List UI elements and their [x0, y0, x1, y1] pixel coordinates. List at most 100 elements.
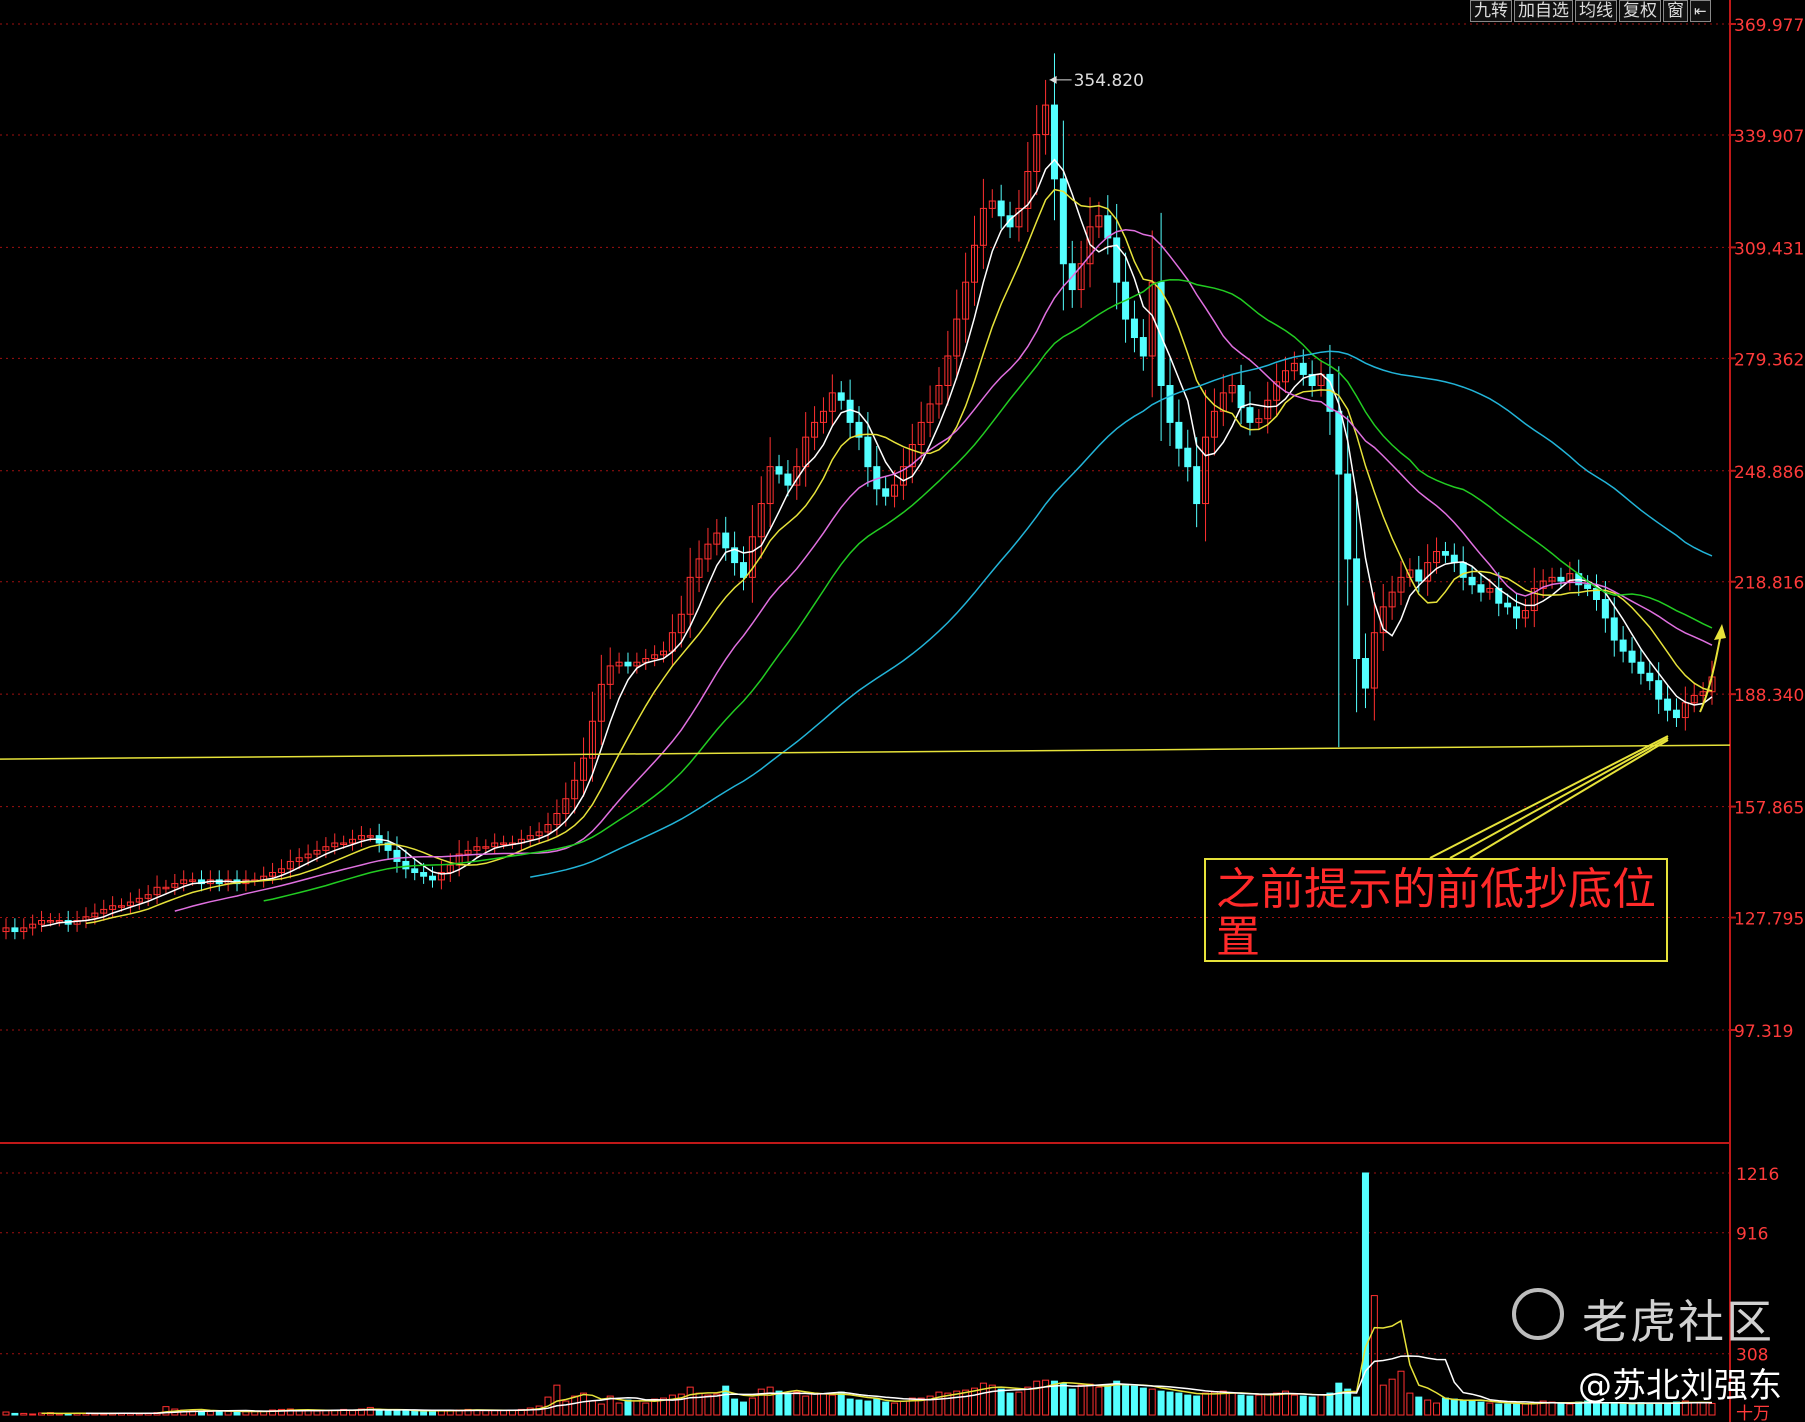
candle-down [1557, 576, 1565, 582]
volume-bar [277, 1408, 285, 1416]
candle-down [1628, 650, 1636, 663]
nine-turn-button[interactable]: 九转 [1470, 0, 1512, 22]
collapse-arrow-icon[interactable]: ⇤ [1690, 0, 1711, 22]
volume-bar [588, 1400, 596, 1416]
volume-bar [1273, 1392, 1281, 1416]
candle-down [1299, 362, 1307, 375]
volume-bar [1113, 1380, 1121, 1416]
annotations: 354.820 [1049, 71, 1726, 859]
volume-bar [1033, 1380, 1041, 1416]
note-pointer-line [1429, 735, 1669, 859]
candle-down [837, 392, 845, 401]
volume-bar [206, 1410, 214, 1416]
candle-up [1282, 370, 1289, 383]
volume-bar [606, 1395, 614, 1416]
candle-up [1370, 632, 1378, 689]
ma60-line [530, 350, 1713, 878]
candle-up [180, 879, 188, 885]
candle-up [340, 842, 348, 846]
candle-up [962, 281, 970, 320]
candle-down [1601, 598, 1609, 619]
volume-bar [1219, 1390, 1227, 1416]
candle-up [491, 842, 499, 848]
candle-down [1166, 384, 1174, 423]
candle-up [1024, 170, 1032, 209]
volume-bar [686, 1386, 694, 1416]
ma20-line [174, 229, 1713, 912]
candle-up [819, 410, 827, 423]
candle-up [1397, 576, 1405, 593]
moving-average-button[interactable]: 均线 [1575, 0, 1617, 22]
volume-bar [1228, 1392, 1236, 1416]
volume-bar [1468, 1400, 1476, 1416]
volume-bar [997, 1388, 1005, 1416]
candle-down [1344, 473, 1352, 560]
candle-down [393, 849, 401, 862]
moving-averages [41, 158, 1713, 928]
volume-bar [1486, 1402, 1494, 1416]
candle-up [473, 846, 481, 851]
volume-bar [899, 1400, 907, 1416]
candle-up [757, 503, 765, 538]
volume-bar [189, 1410, 197, 1416]
candle-up [713, 532, 721, 545]
candle-down [1175, 421, 1183, 449]
volume-bar [20, 1412, 28, 1416]
window-button[interactable]: 窗 [1663, 0, 1688, 22]
volume-bar [1077, 1384, 1085, 1416]
candle-up [1433, 551, 1441, 564]
candle-down [1237, 384, 1245, 409]
candle-down [1361, 658, 1369, 689]
volume-bar [775, 1390, 783, 1416]
candle-up [633, 661, 641, 667]
candle-up [29, 923, 37, 929]
add-watchlist-button[interactable]: 加自选 [1514, 0, 1573, 22]
candle-down [1646, 672, 1654, 682]
adjust-rights-button[interactable]: 复权 [1619, 0, 1661, 22]
volume-bar [224, 1410, 232, 1416]
volume-bar [286, 1408, 294, 1416]
candle-up [1210, 410, 1218, 438]
candle-up [1077, 263, 1085, 291]
candle-up [437, 872, 445, 881]
price-tick-label: 188.340 [1734, 686, 1804, 706]
volume-bar [526, 1407, 534, 1416]
volume-bar [971, 1387, 979, 1416]
volume-bar [748, 1397, 756, 1416]
candle-down [1050, 104, 1058, 180]
volume-bar [882, 1401, 890, 1416]
volume-bar [855, 1399, 863, 1416]
candle-up [1548, 576, 1556, 582]
candle-down [1655, 680, 1663, 700]
volume-bar [1175, 1392, 1183, 1416]
candle-up [1521, 610, 1529, 619]
volume-bar [731, 1398, 739, 1416]
candle-up [642, 658, 650, 663]
candle-down [384, 842, 392, 851]
volume-bar [944, 1392, 952, 1416]
candle-down [739, 562, 747, 578]
volume-bar [1193, 1395, 1201, 1416]
candle-up [748, 536, 756, 578]
candle-up [1255, 418, 1263, 423]
volume-bar [1450, 1398, 1458, 1416]
candle-down [1468, 576, 1476, 586]
candle-down [1130, 318, 1138, 339]
volume-bar [722, 1385, 730, 1416]
volume-bar [677, 1393, 685, 1416]
candle-up [1095, 215, 1103, 228]
volume-bar [757, 1388, 765, 1416]
volume-bar [1299, 1395, 1307, 1416]
candle-up [615, 661, 623, 667]
volume-bar [1050, 1380, 1058, 1416]
candle-up [704, 543, 712, 560]
price-tick-label: 218.816 [1734, 574, 1804, 594]
volume-bar [766, 1386, 774, 1416]
tiger-logo-icon [1512, 1288, 1564, 1340]
candle-up [1486, 587, 1494, 593]
candle-up [553, 812, 561, 826]
note-pointer-line [1449, 737, 1669, 859]
volume-bar [1584, 1400, 1592, 1416]
volume-bar [580, 1392, 588, 1416]
volume-bar [624, 1399, 632, 1416]
